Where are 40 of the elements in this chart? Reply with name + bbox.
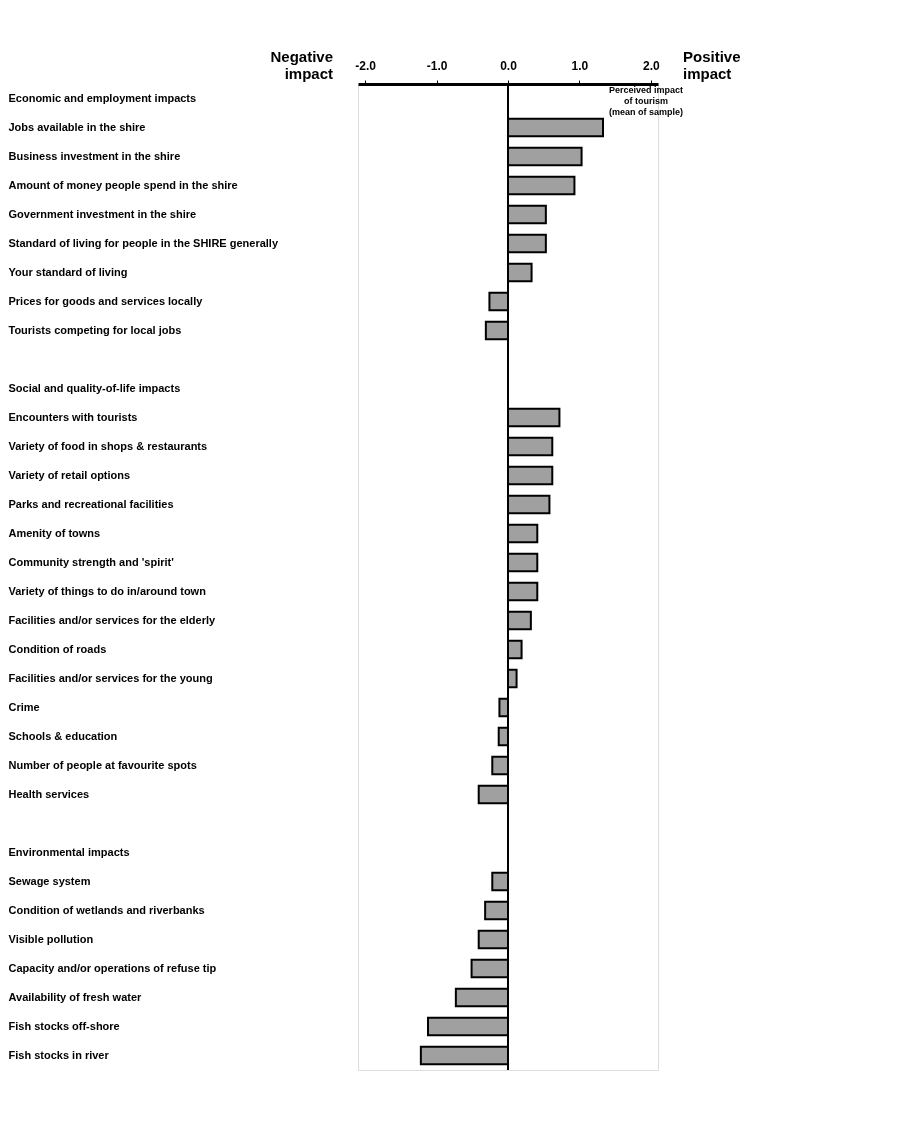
y-tick-label: Condition of wetlands and riverbanks [8, 903, 205, 916]
y-tick-label: Availability of fresh water [8, 990, 143, 1003]
y-tick-label: Tourists competing for local jobs [8, 323, 182, 336]
x-tick-label: -2.0 [355, 58, 377, 73]
y-tick-label: Social and quality-of-life impacts [8, 381, 181, 394]
y-tick-label: Condition of roads [8, 642, 107, 655]
x-tick-label: 2.0 [643, 58, 661, 73]
y-tick-label: Visible pollution [8, 932, 94, 945]
y-tick-label: Fish stocks in river [8, 1048, 110, 1061]
y-tick-label: Economic and employment impacts [8, 91, 197, 104]
text: Positive impact [683, 48, 741, 82]
y-tick-label: Your standard of living [8, 265, 128, 278]
y-tick-label: Variety of things to do in/around town [8, 584, 207, 597]
y-tick-label: Jobs available in the shire [8, 120, 146, 133]
y-tick-label: Fish stocks off-shore [8, 1019, 120, 1032]
y-tick-label: Health services [8, 787, 90, 800]
y-tick-label: Environmental impacts [8, 845, 130, 858]
y-tick-label: Facilities and/or services for the elderly [8, 613, 217, 626]
x-tick-label: 0.0 [500, 58, 518, 73]
y-tick-label: Community strength and 'spirit' [8, 555, 175, 568]
y-tick-label: Amount of money people spend in the shire [8, 178, 238, 191]
annotation: Perceived impact of tourism (mean of sample) [608, 85, 684, 117]
y-tick-label: Standard of living for people in the SHIRE generally [8, 236, 279, 249]
text: Negative impact [270, 48, 333, 82]
y-tick-label: Crime [8, 700, 40, 713]
y-tick-label: Facilities and/or services for the young [8, 671, 213, 684]
y-tick-label: Capacity and/or operations of refuse tip [8, 961, 217, 974]
y-tick-label: Variety of retail options [8, 468, 131, 481]
y-tick-label: Prices for goods and services locally [8, 294, 204, 307]
y-tick-label: Variety of food in shops & restaurants [8, 439, 208, 452]
y-tick-label: Parks and recreational facilities [8, 497, 174, 510]
x-tick-label: -1.0 [426, 58, 448, 73]
x-tick-label: 1.0 [571, 58, 589, 73]
y-tick-label: Government investment in the shire [8, 207, 197, 220]
y-tick-label: Encounters with tourists [8, 410, 138, 423]
y-tick-label: Number of people at favourite spots [8, 758, 197, 771]
y-tick-label: Amenity of towns [8, 526, 101, 539]
y-tick-label: Schools & education [8, 729, 118, 742]
y-tick-label: Sewage system [8, 874, 91, 887]
y-tick-label: Business investment in the shire [8, 149, 181, 162]
